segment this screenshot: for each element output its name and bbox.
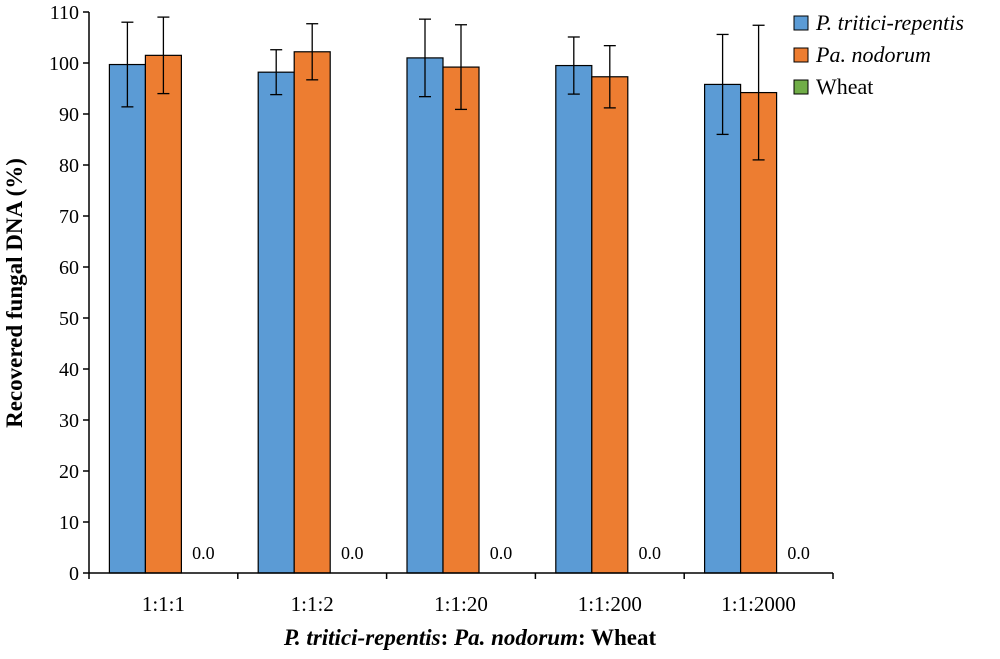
legend: P. tritici-repentis Pa. nodorum Wheat — [793, 10, 964, 99]
axes — [88, 12, 833, 574]
y-tick-label: 90 — [59, 104, 79, 126]
y-tick-label: 50 — [59, 308, 79, 330]
bar — [739, 91, 778, 574]
bar — [591, 76, 629, 574]
x-axis-title: P. tritici-repentis: Pa. nodorum: Wheat — [283, 625, 657, 650]
bars — [108, 51, 778, 574]
y-tick-label: 100 — [49, 53, 79, 75]
category-label: 1:1:2000 — [721, 592, 796, 616]
y-tick-label: 60 — [59, 257, 79, 279]
data-labels: 0.0 0.0 0.0 0.0 0.0 — [192, 543, 810, 563]
bar — [703, 83, 742, 574]
y-tick-label: 110 — [50, 2, 79, 24]
category-label: 1:1:200 — [578, 592, 642, 616]
bar — [406, 57, 444, 574]
y-tick-label: 10 — [59, 512, 79, 534]
x-axis-ticks: 1:1:1 1:1:2 1:1:20 1:1:200 1:1:2000 — [88, 573, 834, 616]
y-axis-ticks: 0 10 20 30 40 50 60 70 80 90 100 110 — [49, 2, 89, 585]
bar — [257, 71, 295, 574]
x-axis-title-part1: P. tritici-repentis — [283, 625, 441, 650]
y-axis-title: Recovered fungal DNA (%) — [2, 158, 27, 428]
y-tick-label: 70 — [59, 206, 79, 228]
data-label: 0.0 — [639, 543, 662, 563]
y-tick-label: 0 — [69, 563, 79, 585]
bar — [555, 64, 593, 574]
x-axis-title-part2: Pa. nodorum — [453, 625, 578, 650]
data-label: 0.0 — [192, 543, 215, 563]
category-label: 1:1:2 — [291, 592, 334, 616]
legend-label: Wheat — [816, 74, 873, 99]
legend-swatch — [793, 15, 809, 31]
legend-label: P. tritici-repentis — [815, 10, 964, 35]
data-label: 0.0 — [787, 543, 810, 563]
legend-label: Pa. nodorum — [815, 42, 931, 67]
bar — [144, 54, 182, 574]
x-axis-title-sep2: : Wheat — [578, 625, 656, 650]
category-label: 1:1:20 — [434, 592, 488, 616]
bar — [293, 51, 331, 574]
error-bars — [121, 16, 765, 161]
legend-swatch — [793, 47, 809, 63]
legend-swatch — [793, 79, 809, 95]
category-label: 1:1:1 — [142, 592, 185, 616]
x-axis-title-sep1: : — [441, 625, 454, 650]
y-tick-label: 80 — [59, 155, 79, 177]
data-label: 0.0 — [490, 543, 513, 563]
bar — [108, 63, 147, 574]
bar — [442, 66, 480, 574]
y-tick-label: 40 — [59, 359, 79, 381]
y-tick-label: 30 — [59, 410, 79, 432]
data-label: 0.0 — [341, 543, 364, 563]
y-tick-label: 20 — [59, 461, 79, 483]
